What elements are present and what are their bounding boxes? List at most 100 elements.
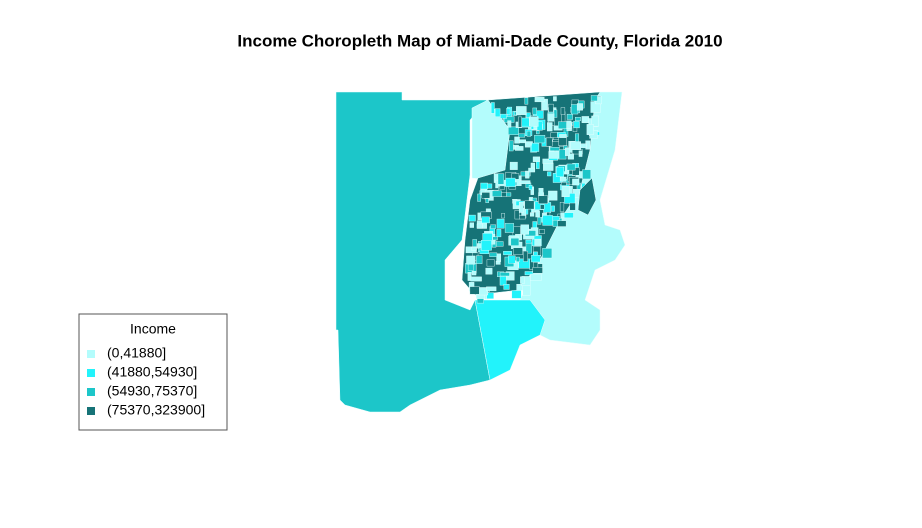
tract	[586, 124, 594, 135]
tract	[591, 115, 599, 127]
map-title: Income Choropleth Map of Miami-Dade Coun…	[237, 31, 722, 50]
tract	[573, 121, 580, 129]
tract	[518, 133, 526, 138]
tract	[525, 112, 531, 118]
tract	[553, 109, 558, 118]
tract	[540, 204, 545, 210]
tract	[471, 270, 477, 276]
tract	[508, 126, 519, 136]
tract	[543, 162, 554, 171]
tract	[511, 290, 522, 299]
tract	[466, 255, 476, 265]
tract	[519, 180, 531, 185]
tract	[492, 190, 502, 197]
tract	[520, 224, 529, 235]
tract	[547, 113, 555, 122]
tract	[570, 141, 581, 150]
tract	[489, 252, 498, 257]
tract	[514, 136, 520, 144]
tract	[501, 212, 505, 219]
tract	[486, 286, 497, 292]
tract	[542, 215, 553, 226]
tract	[504, 223, 514, 233]
tract	[469, 222, 475, 228]
tract	[518, 201, 524, 213]
tract	[470, 276, 482, 282]
legend-items: (0,41880] (41880,54930] (54930,75370] (7537…	[87, 345, 205, 418]
tract	[559, 134, 567, 138]
tract	[490, 224, 496, 229]
tract	[567, 153, 574, 160]
tract	[532, 107, 538, 115]
tract	[561, 186, 570, 197]
tract	[534, 238, 542, 246]
tract	[532, 267, 543, 274]
tract	[524, 97, 529, 105]
tract	[485, 267, 493, 275]
tract	[519, 215, 526, 220]
tract	[565, 147, 570, 156]
tract	[467, 272, 472, 281]
tract	[548, 190, 558, 201]
tract	[528, 185, 533, 191]
tract	[513, 247, 523, 255]
tract	[496, 229, 502, 238]
bay-island	[577, 177, 597, 216]
tract	[590, 95, 598, 102]
tract	[581, 116, 590, 123]
legend-label: (0,41880]	[107, 345, 166, 361]
tract	[553, 96, 557, 102]
tract	[572, 167, 580, 176]
tract	[566, 120, 572, 129]
tract	[486, 259, 495, 267]
tract	[569, 202, 576, 211]
tract	[481, 192, 490, 199]
tract	[499, 272, 510, 277]
tract	[519, 139, 526, 144]
tract	[490, 102, 495, 114]
tract	[514, 210, 520, 220]
legend-box	[78, 313, 228, 431]
tract	[496, 218, 505, 229]
tract	[529, 116, 539, 127]
tract	[529, 212, 535, 217]
tract	[541, 98, 548, 111]
tract	[469, 286, 480, 295]
legend-swatch	[87, 388, 95, 396]
tract	[537, 217, 542, 225]
tract	[523, 250, 528, 262]
tract	[492, 236, 498, 241]
tract	[538, 195, 548, 204]
tract	[497, 173, 505, 185]
tract	[548, 103, 554, 113]
tract	[578, 150, 583, 157]
tract	[476, 223, 483, 229]
tract	[500, 192, 507, 197]
tract	[486, 292, 494, 299]
tract	[515, 256, 520, 262]
legend-swatch	[87, 369, 95, 377]
legend-swatch	[87, 350, 95, 358]
legend-swatch	[87, 407, 95, 415]
tract	[471, 246, 477, 251]
tract	[562, 212, 574, 219]
legend: Income (0,41880] (41880,54930] (54930,7537…	[78, 313, 228, 431]
tract	[476, 255, 483, 264]
tract	[494, 108, 501, 117]
tract	[572, 178, 580, 186]
tract	[548, 151, 560, 159]
tract	[521, 117, 530, 127]
tract	[531, 255, 541, 263]
tract	[518, 116, 522, 128]
tract	[468, 214, 476, 222]
tract	[481, 240, 492, 251]
tract	[575, 116, 581, 121]
tract	[576, 103, 583, 111]
tract	[482, 233, 493, 242]
tract	[472, 239, 477, 248]
tract	[547, 171, 552, 177]
tract	[534, 97, 545, 103]
tract	[542, 158, 554, 164]
tract	[496, 253, 502, 262]
